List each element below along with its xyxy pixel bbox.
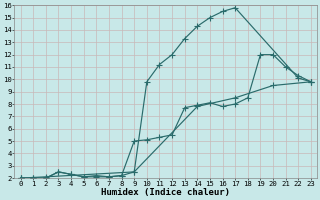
X-axis label: Humidex (Indice chaleur): Humidex (Indice chaleur) [101, 188, 230, 197]
